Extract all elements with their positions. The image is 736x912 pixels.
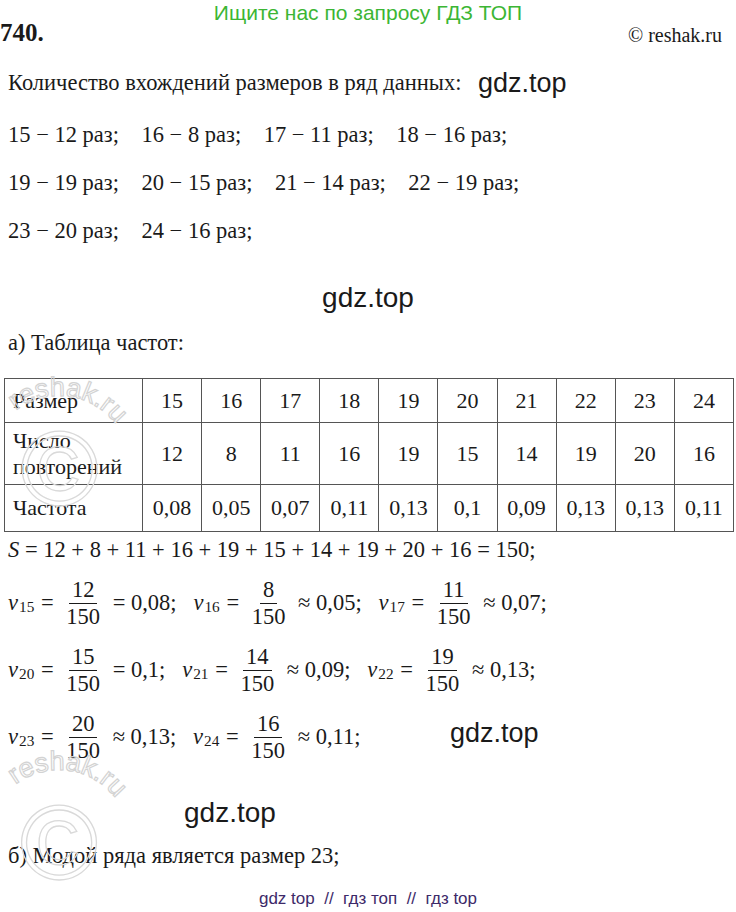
svg-text:©: © [20,783,98,901]
